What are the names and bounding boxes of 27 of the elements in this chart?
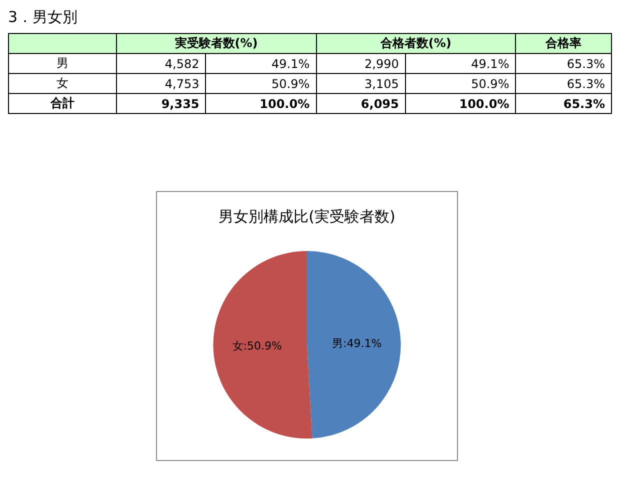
text: 65.3% bbox=[566, 76, 605, 90]
text: 100.0% bbox=[459, 96, 510, 110]
category-label: 合計 bbox=[50, 96, 74, 110]
category-label: 実受験者数(%) bbox=[116, 34, 316, 54]
category-label: 合格率 bbox=[516, 34, 612, 54]
text: 50.9% bbox=[471, 76, 510, 90]
data-label: :49.1% bbox=[343, 336, 382, 350]
text: 4,753 bbox=[164, 76, 200, 90]
category-label: 女 bbox=[56, 76, 68, 90]
category-label: 男 bbox=[56, 56, 68, 70]
text: 65.3% bbox=[563, 96, 605, 110]
text: 4,582 bbox=[164, 56, 200, 70]
text: 3,105 bbox=[364, 76, 399, 90]
text: 2,990 bbox=[364, 56, 399, 70]
text: 49.1% bbox=[271, 56, 310, 70]
slice-label: 女 bbox=[232, 340, 244, 353]
text: 65.3% bbox=[566, 56, 605, 70]
text: 3．男女別 bbox=[8, 8, 79, 27]
text: 6,095 bbox=[360, 96, 399, 110]
slice-label: 男 bbox=[332, 336, 344, 350]
chart-title: 男女別構成比(実受験者数) bbox=[218, 208, 396, 226]
data-label: :50.9% bbox=[243, 340, 282, 353]
category-label: 合格者数(%) bbox=[316, 34, 516, 54]
text: 100.0% bbox=[260, 96, 310, 110]
text: 49.1% bbox=[471, 56, 510, 70]
text: 50.9% bbox=[271, 76, 310, 90]
text: 9,335 bbox=[161, 96, 200, 110]
